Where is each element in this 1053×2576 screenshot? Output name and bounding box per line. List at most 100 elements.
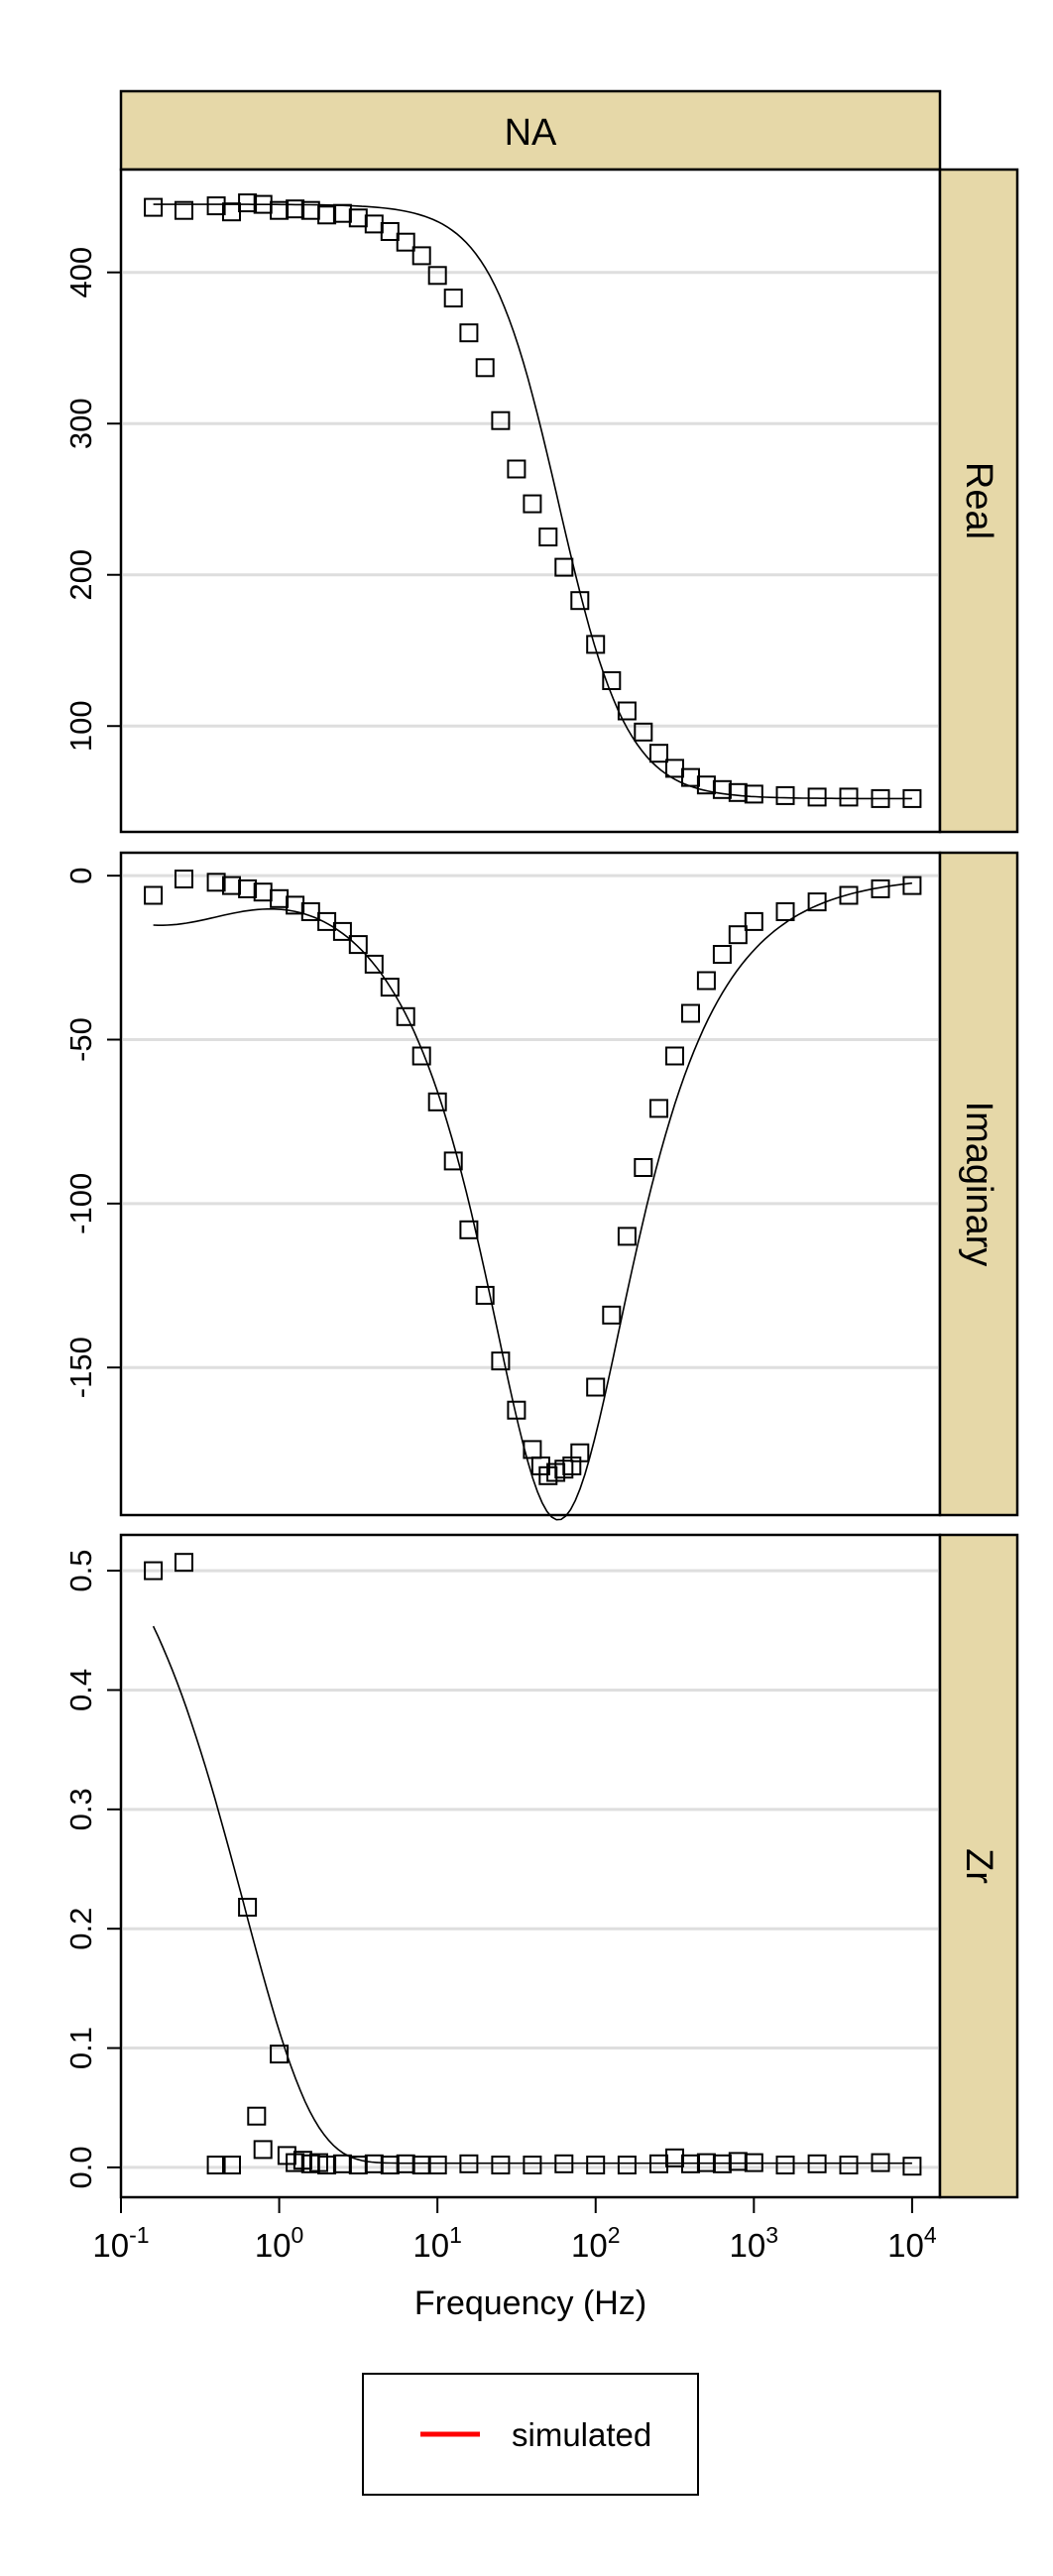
facet-strip-label: NA: [505, 112, 557, 154]
panel-zr-data-point: [902, 2157, 922, 2176]
panel-zr-data-point: [744, 2153, 763, 2172]
panel-imaginary-data-point: [286, 895, 305, 915]
panel-imaginary-data-point: [144, 885, 164, 905]
panel-zr-data-point: [332, 2154, 352, 2173]
panel-imaginary-data-point: [459, 1220, 479, 1239]
panel-imaginary-strip: [938, 851, 1019, 1517]
panel-zr-data-point: [459, 2154, 479, 2173]
legend: simulated: [362, 2373, 699, 2496]
panel-imaginary-data-point: [380, 978, 400, 997]
panel-zr-y-axis: 0.0 0.1 0.2 0.3 0.4 0.5: [63, 1550, 121, 2188]
panel-real-data-point: [206, 196, 226, 216]
panel-zr-data-point: [871, 2153, 890, 2172]
panel-zr-y-tick-label: 0.4: [63, 1669, 98, 1711]
panel-real-plot-area: [119, 168, 942, 834]
panel-zr-data-point: [523, 2156, 542, 2174]
panel-imaginary-y-tick-label: -150: [63, 1337, 98, 1398]
panel-real-data-point: [427, 266, 447, 286]
panel-imaginary-data-point: [396, 1006, 415, 1026]
panel-imaginary-data-point: [443, 1151, 463, 1171]
panel-zr-strip-label: Zr: [958, 1848, 999, 1884]
legend-label-simulated: simulated: [512, 2416, 651, 2453]
panel-imaginary-series: [144, 870, 922, 1521]
panel-real-data-point: [380, 222, 400, 241]
x-axis: 10-1 100 101 102 103 104: [92, 2197, 937, 2264]
panel-real-data-point: [411, 246, 431, 266]
facet-strip-background: [119, 89, 942, 172]
panel-imaginary-data-point: [491, 1351, 511, 1371]
panel-real-gridlines: [123, 271, 938, 728]
x-tick-label: 10-1: [92, 2222, 149, 2264]
x-tick-label: 102: [571, 2222, 621, 2264]
panel-imaginary-strip-label: Imaginary: [958, 1102, 999, 1267]
panel-imaginary-data-point: [902, 876, 922, 895]
panel-imaginary-data-point: [712, 945, 732, 964]
panel-real-data-point: [617, 701, 637, 721]
panel-real-data-point: [839, 787, 859, 807]
panel-imaginary-data-point: [586, 1377, 606, 1397]
panel-zr: 0.0 0.1 0.2 0.3 0.4 0.5 Zr: [63, 1533, 1019, 2199]
panel-imaginary-data-point: [871, 878, 890, 898]
panel-imaginary-data-point: [681, 1003, 700, 1023]
panel-zr-data-point: [317, 2156, 337, 2174]
panel-zr-data-point: [712, 2154, 732, 2173]
panel-imaginary-gridlines: [123, 874, 938, 1369]
panel-imaginary-data-point: [744, 911, 763, 931]
panel-real-y-tick-label: 400: [63, 247, 98, 298]
panel-zr-series: [144, 1553, 922, 2176]
panel-zr-simulated-line: [152, 1625, 912, 2165]
panel-real-strip: [938, 168, 1019, 834]
panel-real-data-point: [570, 591, 590, 611]
panel-imaginary-data-point: [570, 1443, 590, 1463]
panel-real-data-point: [396, 232, 415, 252]
panel-zr-data-point: [206, 2156, 226, 2174]
panel-real-data-point: [443, 289, 463, 308]
panel-real-data-point: [459, 323, 479, 343]
panel-imaginary-data-point: [348, 935, 368, 955]
panel-real-data-point: [554, 557, 574, 577]
panel-imaginary-data-point: [364, 954, 384, 974]
panel-zr-y-tick-label: 0.5: [63, 1550, 98, 1592]
panel-imaginary-data-point: [427, 1092, 447, 1112]
panel-imaginary-data-point: [728, 925, 748, 945]
panel-real-y-tick-label: 200: [63, 549, 98, 601]
panel-imaginary-data-point: [332, 921, 352, 941]
x-tick-label: 104: [887, 2222, 937, 2264]
panel-real-data-point: [332, 203, 352, 223]
panel-zr-data-point: [807, 2154, 827, 2173]
panel-imaginary: 0 -50 -100 -150 Imaginary: [63, 851, 1019, 1521]
panel-zr-data-point: [491, 2156, 511, 2174]
x-tick-label: 101: [412, 2222, 462, 2264]
panel-real-series: [144, 193, 922, 808]
panel-imaginary-data-point: [175, 870, 193, 888]
panel-zr-y-tick-label: 0.1: [63, 2027, 98, 2069]
panel-imaginary-data-point: [530, 1456, 550, 1475]
panel-imaginary-data-point: [411, 1046, 431, 1066]
panel-imaginary-data-point: [507, 1400, 526, 1420]
panel-imaginary-y-tick-label: 0: [63, 868, 98, 884]
panel-real-simulated-line: [153, 203, 912, 800]
panel-imaginary-data-point: [839, 885, 859, 905]
panel-imaginary-data-point: [617, 1227, 637, 1246]
panel-real-data-point: [475, 358, 495, 378]
facet-strip: NA: [119, 89, 942, 172]
panel-zr-data-point: [681, 2154, 700, 2173]
panel-imaginary-data-point: [696, 971, 716, 991]
panel-imaginary-plot-area: [119, 851, 942, 1517]
panel-real: 100 200 300 400 Real: [63, 168, 1019, 834]
panel-zr-data-point: [144, 1561, 164, 1581]
panel-real-data-point: [286, 199, 305, 219]
panel-real-data-point: [602, 671, 622, 690]
panel-zr-data-point: [427, 2156, 447, 2174]
panel-zr-data-point: [586, 2156, 606, 2174]
panel-zr-data-point: [380, 2156, 400, 2174]
panel-zr-data-point: [222, 2156, 241, 2174]
x-tick-label: 100: [255, 2222, 304, 2264]
panel-imaginary-data-point: [238, 878, 258, 898]
panel-imaginary-data-point: [300, 902, 320, 921]
panel-imaginary-data-point: [475, 1285, 495, 1305]
panel-real-data-point: [902, 788, 922, 808]
panel-imaginary-y-tick-label: -100: [63, 1173, 98, 1234]
panel-zr-strip: [938, 1533, 1019, 2199]
